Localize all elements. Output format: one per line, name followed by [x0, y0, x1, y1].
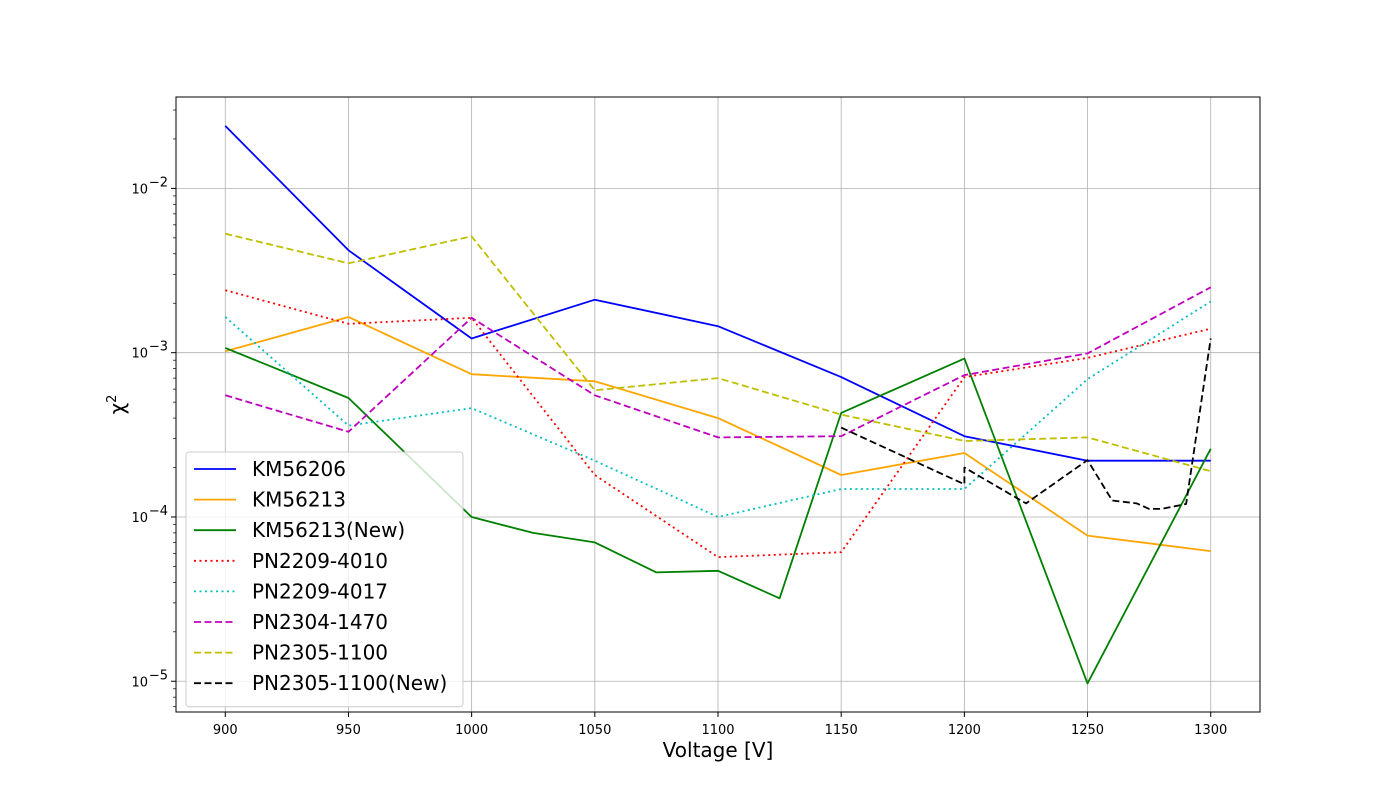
legend-box	[185, 451, 464, 708]
legend-label: KM56206	[252, 457, 346, 481]
x-tick-label: 950	[336, 723, 361, 738]
x-tick-label: 900	[213, 723, 238, 738]
legend-label: PN2305-1100	[252, 641, 388, 665]
x-tick-label: 1100	[701, 723, 734, 738]
legend-label: PN2209-4010	[252, 549, 388, 573]
series-line-km56206	[224, 125, 1211, 462]
legend-label: PN2209-4017	[252, 579, 388, 603]
legend-label: PN2305-1100(New)	[252, 671, 447, 695]
x-axis-label: Voltage [V]	[663, 738, 774, 762]
series-line-pn2305-1100-new	[840, 338, 1212, 510]
legend: KM56206 KM56213 KM56213(New) PN2209-4010 PN2…	[185, 451, 464, 708]
y-axis-label: χ2	[105, 395, 129, 415]
series-line-km56213	[225, 316, 1211, 552]
y-tick-label: 10	[131, 511, 148, 526]
y-tick-label: 10	[131, 675, 148, 690]
y-tick-exponent: −2	[149, 175, 168, 190]
series-lines	[224, 125, 1212, 685]
series-line-pn2305-1100	[225, 232, 1211, 473]
series-line-pn2304-1470	[225, 286, 1212, 439]
series-line-pn2209-4010	[225, 289, 1211, 558]
legend-label: KM56213(New)	[252, 518, 405, 542]
y-tick-label: 10	[131, 182, 148, 197]
y-tick-exponent: −5	[149, 668, 168, 683]
y-tick-exponent: −3	[149, 340, 168, 355]
legend-label: PN2304-1470	[252, 610, 388, 634]
legend-label: KM56213	[252, 488, 346, 512]
x-tick-label: 1000	[455, 723, 488, 738]
x-tick-label: 1050	[578, 723, 611, 738]
y-tick-exponent: −4	[149, 504, 168, 519]
y-tick-label: 10	[131, 347, 148, 362]
x-tick-label: 1300	[1194, 723, 1227, 738]
x-tick-label: 1150	[825, 723, 858, 738]
x-tick-label: 1200	[948, 723, 981, 738]
x-tick-label: 1250	[1071, 723, 1104, 738]
